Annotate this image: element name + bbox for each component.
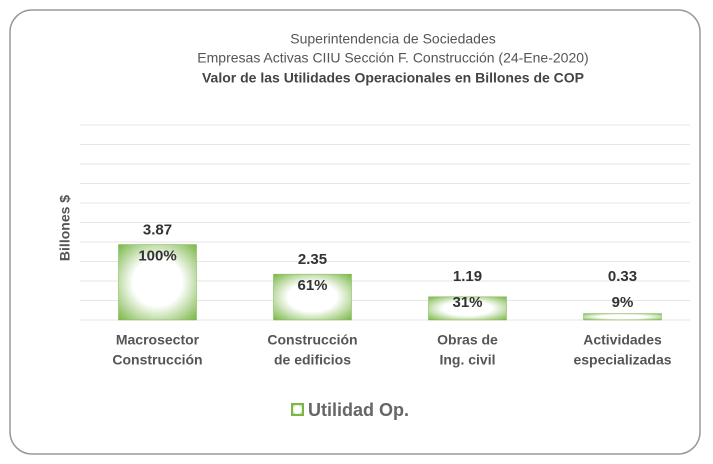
x-tick-label: Ing. civil — [439, 352, 495, 368]
x-tick-label: Construcción — [112, 352, 202, 368]
legend-label: Utilidad Op. — [308, 400, 409, 420]
bar — [273, 273, 352, 321]
x-tick-label: de edificios — [274, 352, 351, 368]
percent-label: 31% — [452, 294, 482, 311]
x-tick-label: Macrosector — [116, 332, 200, 348]
value-label: 2.35 — [298, 251, 327, 268]
legend-swatch — [291, 403, 304, 416]
percent-label: 61% — [297, 277, 327, 294]
x-tick-label: Actividades — [583, 332, 662, 348]
x-tick-label: especializadas — [573, 352, 671, 368]
x-tick-label: Obras de — [437, 332, 498, 348]
percent-label: 9% — [612, 294, 634, 311]
chart-title: Valor de las Utilidades Operacionales en… — [202, 70, 584, 86]
chart-frame — [9, 9, 701, 455]
x-tick-label: Construcción — [267, 332, 357, 348]
value-label: 3.87 — [143, 222, 172, 239]
bar — [118, 244, 197, 321]
percent-label: 100% — [138, 248, 176, 265]
value-label: 0.33 — [608, 268, 637, 285]
header-line: Superintendencia de Sociedades — [290, 31, 496, 47]
y-axis-label: Billones $ — [57, 195, 73, 261]
header-line: Empresas Activas CIIU Sección F. Constru… — [197, 50, 588, 66]
bar — [428, 296, 507, 321]
bar — [583, 313, 662, 321]
value-label: 1.19 — [453, 268, 482, 285]
